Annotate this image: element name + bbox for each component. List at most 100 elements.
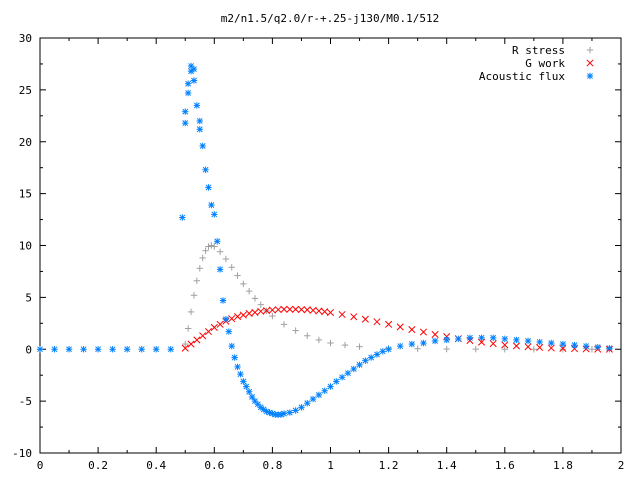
- acoustic-flux-point: [489, 334, 497, 342]
- y-tick-label: 10: [19, 240, 32, 253]
- acoustic-flux-point: [184, 80, 192, 87]
- legend-marker-acoustic-flux: [586, 72, 594, 80]
- g-work-point: [239, 311, 247, 319]
- g-work-point: [274, 306, 282, 314]
- x-tick-label: 1.2: [379, 459, 399, 472]
- r-stress-point: [257, 301, 264, 308]
- r-stress-point: [304, 332, 311, 339]
- g-work-point: [524, 343, 532, 351]
- r-stress-point: [193, 277, 201, 284]
- acoustic-flux-point: [138, 346, 145, 353]
- r-stress-point: [588, 346, 596, 353]
- acoustic-flux-point: [397, 342, 404, 350]
- acoustic-flux-point: [548, 339, 555, 347]
- acoustic-flux-point: [379, 348, 386, 355]
- g-work-point: [210, 323, 218, 332]
- acoustic-flux-point: [327, 383, 334, 390]
- acoustic-flux-point: [196, 126, 203, 133]
- g-work-point: [286, 305, 294, 313]
- r-stress-point: [269, 312, 276, 320]
- acoustic-flux-point: [245, 388, 253, 395]
- acoustic-flux-point: [36, 346, 44, 353]
- acoustic-flux-point: [196, 117, 203, 125]
- r-stress-point: [315, 336, 323, 344]
- acoustic-flux-point: [367, 354, 375, 361]
- acoustic-flux-point: [408, 340, 416, 348]
- x-tick-label: 1.6: [495, 459, 515, 472]
- r-stress-point: [190, 292, 198, 299]
- g-work-point: [251, 308, 259, 316]
- acoustic-flux-point: [243, 383, 250, 390]
- legend-label-g-work: G work: [525, 57, 565, 70]
- r-stress-point: [182, 340, 189, 348]
- r-stress-point: [199, 254, 206, 262]
- r-stress-point: [327, 339, 334, 347]
- g-work-point: [385, 320, 393, 328]
- acoustic-flux-point: [315, 391, 323, 399]
- g-work-point: [297, 305, 306, 314]
- g-work-point: [303, 306, 311, 314]
- acoustic-flux-point: [309, 395, 317, 403]
- acoustic-flux-point: [455, 335, 462, 343]
- g-work-point: [536, 343, 544, 352]
- g-work-point: [443, 333, 451, 341]
- acoustic-flux-point: [292, 407, 299, 414]
- acoustic-flux-point: [190, 77, 198, 84]
- legend-marker-r-stress: [586, 46, 594, 54]
- acoustic-flux-point: [222, 315, 230, 323]
- x-tick-label: 1.4: [437, 459, 457, 472]
- g-work-point: [419, 328, 428, 336]
- r-stress-point: [222, 255, 230, 263]
- g-work-point: [396, 323, 404, 331]
- r-stress-point: [240, 280, 247, 288]
- x-tick-label: 0.6: [204, 459, 224, 472]
- acoustic-flux-point: [248, 393, 256, 401]
- acoustic-flux-point: [179, 214, 186, 221]
- y-tick-label: 20: [19, 136, 32, 149]
- r-stress-point: [196, 265, 203, 272]
- acoustic-flux-point: [187, 68, 195, 75]
- acoustic-flux-point: [594, 343, 601, 351]
- acoustic-flux-point: [280, 410, 288, 417]
- g-work-point: [321, 308, 329, 316]
- acoustic-flux-point: [94, 346, 102, 353]
- r-stress-point: [211, 243, 218, 250]
- acoustic-flux-point: [286, 409, 294, 416]
- r-stress-point: [341, 341, 349, 349]
- acoustic-flux-point: [80, 346, 87, 353]
- g-work-point: [257, 307, 265, 315]
- acoustic-flux-point: [385, 346, 392, 353]
- g-work-point: [204, 328, 213, 336]
- r-stress-point: [184, 325, 192, 332]
- chart-title: m2/n1.5/q2.0/r-+.25-j130/M0.1/512: [221, 12, 440, 25]
- acoustic-flux-point: [109, 346, 116, 353]
- acoustic-flux-point: [208, 201, 215, 209]
- acoustic-flux-point: [182, 119, 189, 127]
- r-stress-point: [216, 248, 224, 255]
- g-work-point: [350, 313, 358, 321]
- acoustic-flux-point: [237, 370, 244, 378]
- acoustic-flux-point: [559, 340, 567, 348]
- acoustic-flux-point: [216, 266, 224, 273]
- r-stress-point: [443, 345, 450, 353]
- acoustic-flux-series: [36, 62, 613, 418]
- x-tick-label: 0: [37, 459, 44, 472]
- r-stress-point: [202, 247, 209, 254]
- g-work-point: [309, 306, 317, 314]
- acoustic-flux-point: [123, 346, 131, 353]
- r-stress-point: [356, 343, 363, 350]
- acoustic-flux-point: [202, 166, 209, 173]
- acoustic-flux-point: [582, 342, 590, 350]
- acoustic-flux-point: [362, 357, 369, 364]
- r-stress-point: [228, 264, 235, 271]
- acoustic-flux-point: [420, 339, 427, 347]
- r-stress-point: [187, 308, 195, 316]
- acoustic-flux-point: [298, 404, 305, 411]
- acoustic-flux-point: [240, 378, 247, 385]
- acoustic-flux-point: [190, 65, 198, 73]
- y-tick-label: 0: [25, 343, 32, 356]
- acoustic-flux-point: [219, 297, 227, 304]
- acoustic-flux-point: [536, 338, 543, 346]
- r-stress-series: [182, 242, 613, 353]
